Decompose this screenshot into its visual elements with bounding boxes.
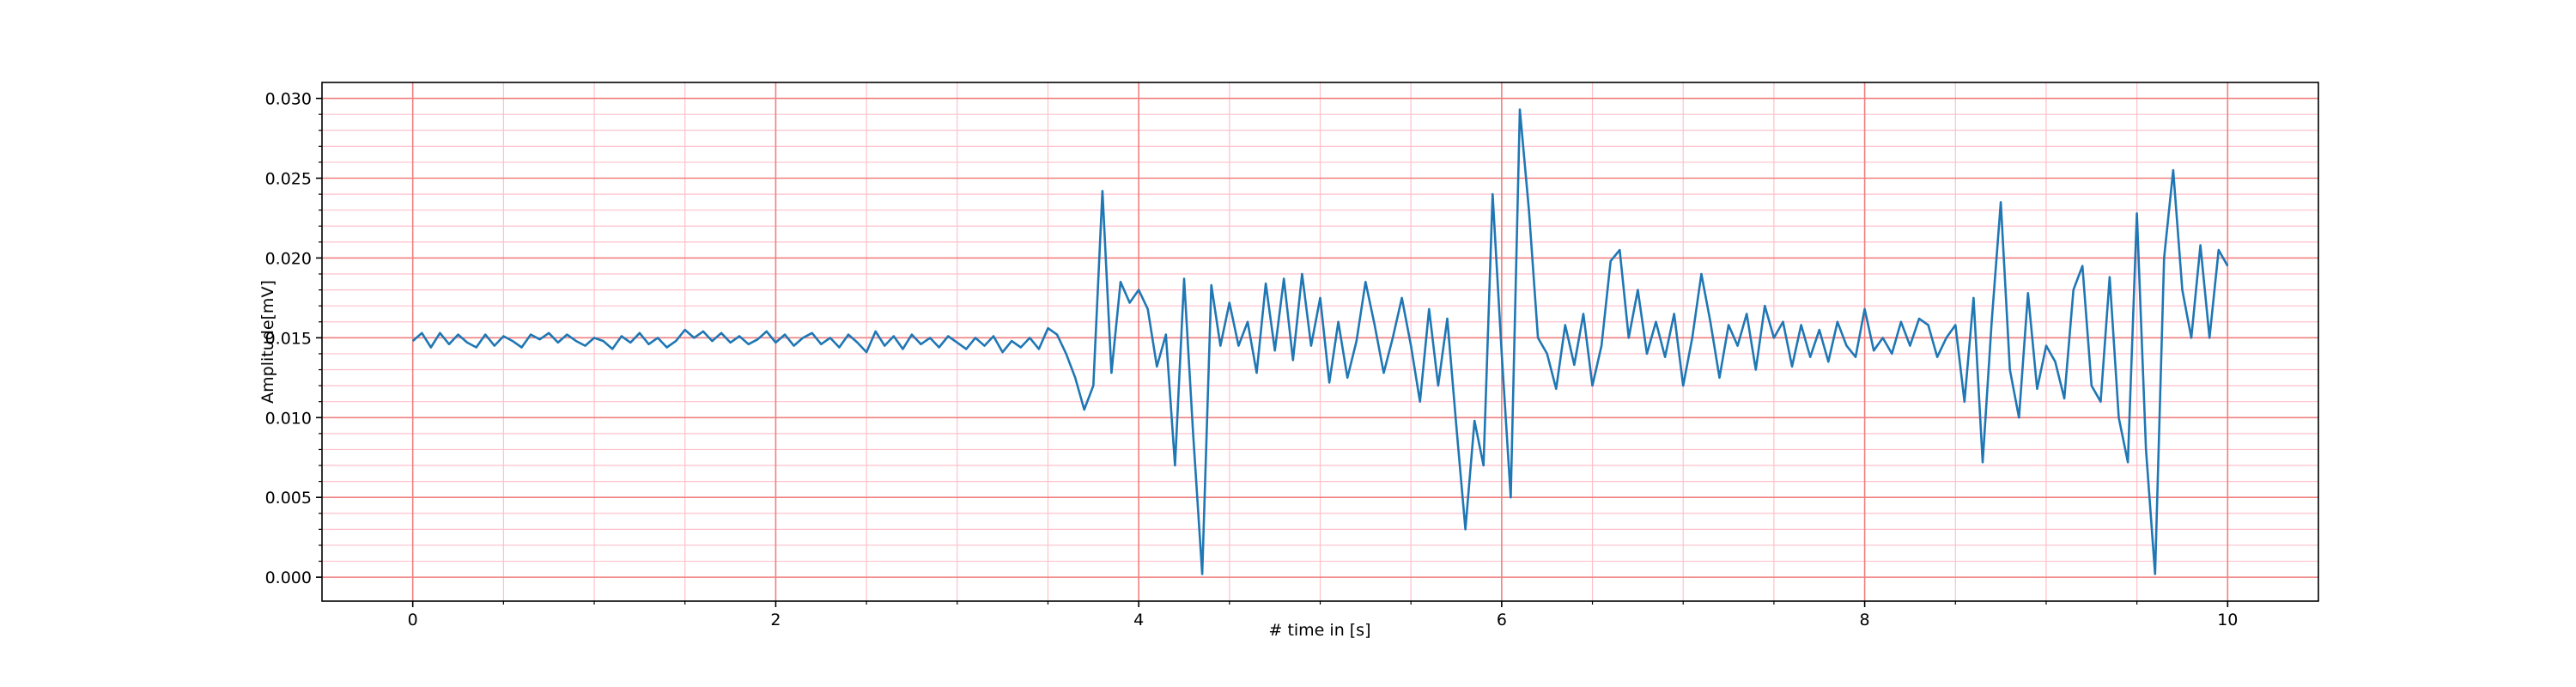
- y-tick-label: 0.015: [265, 329, 312, 348]
- x-tick-label: 10: [2217, 611, 2238, 629]
- y-tick-label: 0.010: [265, 409, 312, 428]
- y-tick-label: 0.020: [265, 249, 312, 268]
- y-axis-label: Amplitude[mV]: [258, 280, 277, 404]
- x-axis-label: # time in [s]: [1268, 621, 1370, 640]
- x-tick-label: 4: [1133, 611, 1144, 629]
- y-tick-label: 0.030: [265, 90, 312, 109]
- x-tick-label: 2: [770, 611, 781, 629]
- y-tick-label: 0.025: [265, 170, 312, 189]
- x-tick-label: 6: [1497, 611, 1507, 629]
- y-tick-label: 0.000: [265, 568, 312, 587]
- x-tick-label: 8: [1860, 611, 1870, 629]
- line-series: [411, 108, 2229, 575]
- x-tick-label: 0: [408, 611, 418, 629]
- plot-frame: [321, 82, 2319, 602]
- y-tick-label: 0.005: [265, 489, 312, 508]
